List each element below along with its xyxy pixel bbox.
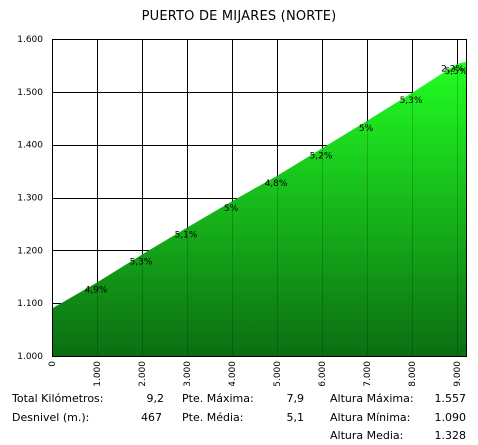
segment-gradient-label: 5% bbox=[359, 124, 374, 134]
y-axis-ticks: 1.000 1.100 1.200 1.300 1.400 1.500 1.600 bbox=[17, 35, 43, 362]
desnivel-value: 467 bbox=[141, 411, 162, 424]
x-tick-label: 3.000 bbox=[183, 361, 193, 386]
segment-gradient-label: 5,5% bbox=[445, 67, 468, 77]
x-tick-label: 9.000 bbox=[453, 361, 463, 386]
segment-gradient-labels: 4,9% 5,3% 5,1% 5% 4,8% 5,2% 5% 5,3% 5,5%2,2% bbox=[85, 65, 468, 296]
y-tick-label: 1.500 bbox=[17, 88, 43, 98]
x-tick-label: 6.000 bbox=[318, 361, 328, 386]
x-axis-ticks: 0 1.000 2.000 3.000 4.000 5.000 6.000 7.000 8.00… bbox=[48, 361, 463, 386]
alt-max-label: Altura Máxima: bbox=[330, 392, 414, 405]
segment-gradient-label: 5,3% bbox=[130, 258, 153, 268]
desnivel-label: Desnivel (m.): bbox=[12, 411, 90, 424]
x-tick-label: 1.000 bbox=[93, 361, 103, 386]
plot-frame bbox=[52, 39, 467, 357]
segment-gradient-label: 5,3% bbox=[400, 96, 423, 106]
y-tick-label: 1.000 bbox=[17, 352, 43, 362]
segment-gradient-label: 5% bbox=[224, 204, 239, 214]
x-tick-label: 0 bbox=[48, 361, 58, 367]
alt-media-label: Altura Media: bbox=[330, 429, 404, 442]
segment-gradient-label: 5,1% bbox=[175, 231, 198, 241]
y-tick-label: 1.100 bbox=[17, 299, 43, 309]
chart-title: PUERTO DE MIJARES (NORTE) bbox=[141, 9, 337, 24]
y-tick-label: 1.300 bbox=[17, 194, 43, 204]
y-tick-label: 1.400 bbox=[17, 141, 43, 151]
segment-gradient-label: 4,8% bbox=[265, 179, 288, 189]
x-tick-label: 7.000 bbox=[363, 361, 373, 386]
segment-gradient-label: 4,9% bbox=[85, 286, 108, 296]
total-km-label: Total Kilómetros: bbox=[12, 392, 104, 405]
pte-media-value: 5,1 bbox=[286, 411, 305, 424]
x-tick-label: 2.000 bbox=[138, 361, 148, 386]
elevation-area bbox=[52, 61, 466, 356]
segment-gradient-label: 5,2% bbox=[310, 151, 333, 161]
segment-gradient-label: 2,2% bbox=[441, 65, 464, 75]
y-tick-label: 1.600 bbox=[17, 35, 43, 45]
alt-max-value: 1.557 bbox=[434, 392, 467, 405]
x-tick-label: 5.000 bbox=[273, 361, 283, 386]
pte-max-label: Pte. Máxima: bbox=[182, 392, 254, 405]
elevation-profile-chart: 1.000 1.100 1.200 1.300 1.400 1.500 1.600 0 1.0… bbox=[17, 35, 468, 386]
alt-min-label: Altura Mínima: bbox=[330, 411, 411, 424]
pte-media-label: Pte. Média: bbox=[182, 411, 244, 424]
grid-overlay bbox=[97, 39, 458, 356]
x-tick-label: 4.000 bbox=[228, 361, 238, 386]
pte-max-value: 7,9 bbox=[286, 392, 305, 405]
x-tick-label: 8.000 bbox=[408, 361, 418, 386]
alt-min-value: 1.090 bbox=[434, 411, 467, 424]
total-km-value: 9,2 bbox=[146, 392, 165, 405]
stats-panel: Total Kilómetros: 9,2 Desnivel (m.): 467… bbox=[0, 386, 478, 445]
alt-media-value: 1.328 bbox=[434, 429, 467, 442]
y-tick-label: 1.200 bbox=[17, 246, 43, 256]
